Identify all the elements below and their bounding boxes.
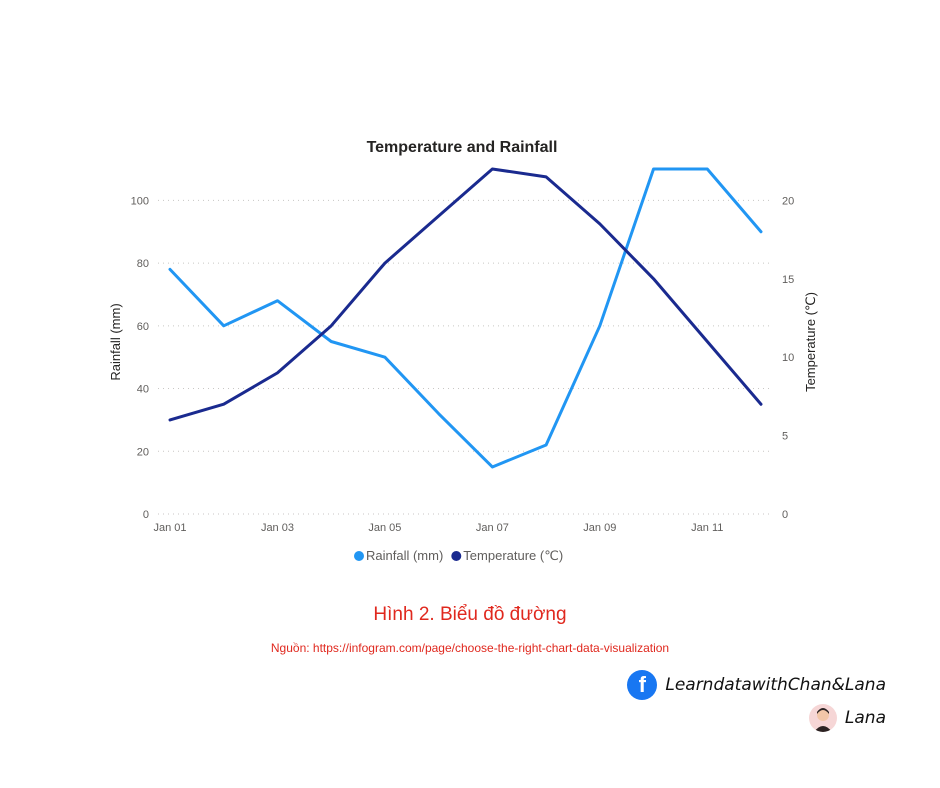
facebook-credit: f LearndatawithChan&Lana xyxy=(627,670,886,700)
series-line-rainfall xyxy=(170,169,761,467)
y-tick-label: 20 xyxy=(137,446,149,458)
right-axis-ticks: 0 5 10 15 20 xyxy=(782,195,794,521)
facebook-icon: f xyxy=(627,670,657,700)
y2-tick-label: 5 xyxy=(782,431,788,443)
x-tick-label: Jan 09 xyxy=(583,522,616,534)
line-chart: Temperature and Rainfall 0 20 40 60 80 100 0 5… xyxy=(0,0,940,600)
author-credit: Lana xyxy=(809,704,886,732)
y2-axis-label: Temperature (℃) xyxy=(803,292,818,392)
y-tick-label: 40 xyxy=(137,384,149,396)
legend-marker xyxy=(354,551,364,561)
y2-tick-label: 20 xyxy=(782,195,794,207)
figure-caption: Hình 2. Biểu đồ đường xyxy=(0,604,940,626)
legend-label: Temperature (℃) xyxy=(463,548,563,563)
legend-label: Rainfall (mm) xyxy=(366,548,443,563)
series-line-temperature xyxy=(170,169,761,420)
left-axis-ticks: 0 20 40 60 80 100 xyxy=(131,195,149,521)
facebook-page-name: LearndatawithChan&Lana xyxy=(665,675,886,695)
y-tick-label: 80 xyxy=(137,258,149,270)
avatar-icon xyxy=(809,704,837,732)
y2-tick-label: 15 xyxy=(782,274,794,286)
series-lines xyxy=(170,169,761,467)
x-axis-ticks: Jan 01 Jan 03 Jan 05 Jan 07 Jan 09 Jan 11 xyxy=(153,522,723,534)
y-axis-label: Rainfall (mm) xyxy=(108,303,123,380)
x-tick-label: Jan 01 xyxy=(153,522,186,534)
y2-tick-label: 10 xyxy=(782,352,794,364)
y-tick-label: 0 xyxy=(143,509,149,521)
legend: Rainfall (mm) Temperature (℃) xyxy=(354,548,563,563)
x-tick-label: Jan 03 xyxy=(261,522,294,534)
chart-title: Temperature and Rainfall xyxy=(367,139,558,156)
y2-tick-label: 0 xyxy=(782,509,788,521)
legend-marker xyxy=(451,551,461,561)
y-tick-label: 100 xyxy=(131,195,149,207)
x-tick-label: Jan 07 xyxy=(476,522,509,534)
x-tick-label: Jan 05 xyxy=(368,522,401,534)
author-name: Lana xyxy=(845,708,886,728)
gridlines xyxy=(158,200,770,514)
figure-source: Nguồn: https://infogram.com/page/choose-… xyxy=(0,641,940,655)
y-tick-label: 60 xyxy=(137,321,149,333)
x-tick-label: Jan 11 xyxy=(691,522,723,534)
